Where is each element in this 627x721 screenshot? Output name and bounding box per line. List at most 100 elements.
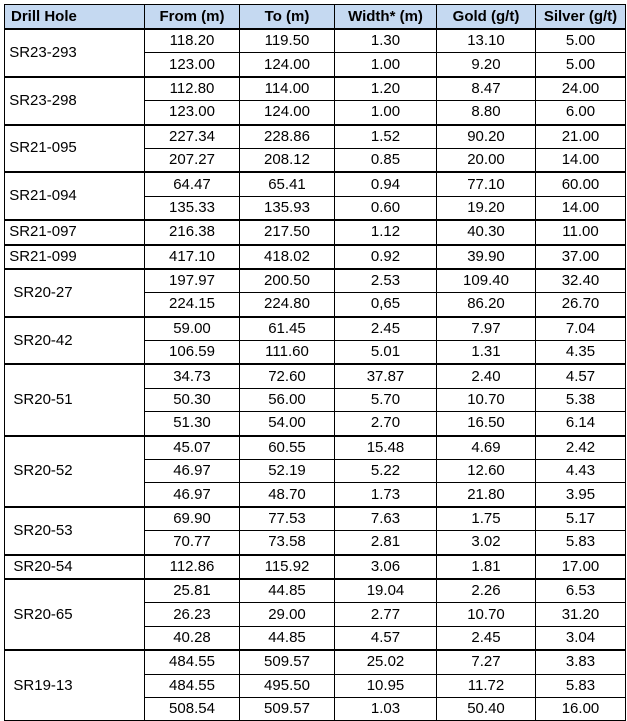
value-cell: 509.57 [239,649,335,675]
data-row: 70.77 73.58 2.81 3.02 5.83 [5,530,626,556]
drill-hole-cell: SR21-094 [4,171,145,221]
value-cell: 0,65 [334,292,437,318]
drill-hole-cell: SR20-51 [4,363,145,437]
drill-hole: SR23-293 [9,43,77,61]
drill-hole: SR19-13 [13,676,73,694]
value-cell: 224.15 [144,292,240,318]
value-cell: 3.95 [535,482,626,508]
value-cell: 2.26 [436,577,536,604]
value-cell: 72.60 [239,363,335,389]
value-cell: 1.00 [334,52,437,78]
value-cell: 59.00 [144,315,240,342]
value-cell: 44.85 [239,577,335,604]
value-cell: 0.60 [334,195,437,221]
value-cell: 3.83 [535,649,626,675]
value-cell: 77.53 [239,505,335,532]
value-cell: 52.19 [239,459,335,484]
value-cell: 50.30 [144,387,240,413]
value-cell: 69.90 [144,505,240,532]
value-cell: 56.00 [239,387,335,413]
value-cell: 5.83 [535,530,626,556]
value-cell: 11.00 [535,219,626,246]
value-cell: 86.20 [436,292,536,318]
value-cell: 5.22 [334,459,437,484]
data-row: SR20-65 25.81 44.85 19.04 2.26 6.53 [4,577,626,651]
data-row: SR20-53 69.90 77.53 7.63 1.75 5.17 [4,505,626,556]
value-cell: 2.70 [334,411,437,437]
drill-hole-cell: SR21-097 [4,219,145,246]
data-row: 123.00 124.00 1.00 8.80 6.00 [5,100,626,126]
value-cell: 70.77 [144,530,240,556]
value-cell: 508.54 [144,696,240,721]
data-row: SR23-293 118.20 119.50 1.30 13.10 5.00 [4,28,626,78]
value-cell: 495.50 [239,673,335,698]
value-cell: 111.60 [239,340,335,365]
header-cell: Silver (g/t) [535,4,626,30]
data-row: 207.27 208.12 0.85 20.00 14.00 [5,147,626,173]
value-cell: 114.00 [239,75,335,102]
value-cell: 54.00 [239,411,335,437]
data-row: 50.30 56.00 5.70 10.70 5.38 [5,387,626,413]
value-cell: 217.50 [239,219,335,246]
value-cell: 1.81 [436,553,536,580]
value-cell: 6.14 [535,411,626,437]
value-cell: 61.45 [239,315,335,342]
drill-hole-cell: SR20-52 [4,434,145,508]
value-cell: 224.80 [239,292,335,318]
data-row: SR20-27 197.97 200.50 2.53 109.40 32.40 [4,267,626,318]
value-cell: 77.10 [436,171,536,197]
value-cell: 51.30 [144,411,240,437]
value-cell: 25.02 [334,649,437,675]
data-row: SR21-095 227.34 228.86 1.52 90.20 21.00 [4,123,626,173]
data-row: SR20-42 59.00 61.45 2.45 7.97 7.04 [4,315,626,365]
value-cell: 115.92 [239,553,335,580]
value-cell: 46.97 [144,482,240,508]
value-cell: 73.58 [239,530,335,556]
value-cell: 0.94 [334,171,437,197]
value-cell: 3.06 [334,553,437,580]
drill-hole-cell: SR20-54 [4,553,145,580]
value-cell: 3.02 [436,530,536,556]
value-cell: 216.38 [144,219,240,246]
value-cell: 39.90 [436,243,536,270]
value-cell: 228.86 [239,123,335,149]
value-cell: 112.86 [144,553,240,580]
value-cell: 200.50 [239,267,335,294]
value-cell: 197.97 [144,267,240,294]
value-cell: 4.35 [535,340,626,365]
drill-hole: SR21-099 [9,247,77,265]
value-cell: 1.73 [334,482,437,508]
value-cell: 14.00 [535,147,626,173]
value-cell: 135.93 [239,195,335,221]
value-cell: 4.57 [535,363,626,389]
value-cell: 1.31 [436,340,536,365]
data-row: SR19-13 484.55 509.57 25.02 7.27 3.83 [4,649,626,721]
value-cell: 12.60 [436,459,536,484]
value-cell: 119.50 [239,28,335,54]
value-cell: 2.40 [436,363,536,389]
value-cell: 109.40 [436,267,536,294]
value-cell: 19.04 [334,577,437,604]
value-cell: 5.17 [535,505,626,532]
value-cell: 40.28 [144,625,240,651]
value-cell: 8.80 [436,100,536,126]
drill-hole-cell: SR20-53 [4,505,145,556]
value-cell: 19.20 [436,195,536,221]
data-row: 46.97 48.70 1.73 21.80 3.95 [5,482,626,508]
data-row: 46.97 52.19 5.22 12.60 4.43 [5,459,626,484]
value-cell: 24.00 [535,75,626,102]
value-cell: 124.00 [239,52,335,78]
value-cell: 0.85 [334,147,437,173]
drill-hole-cell: SR23-293 [4,28,145,78]
header-cell: From (m) [144,4,240,30]
drill-hole: SR20-42 [13,331,73,349]
value-cell: 2.42 [535,434,626,461]
value-cell: 20.00 [436,147,536,173]
value-cell: 10.70 [436,602,536,627]
value-cell: 509.57 [239,696,335,721]
value-cell: 1.12 [334,219,437,246]
value-cell: 37.87 [334,363,437,389]
drill-hole: SR20-51 [13,391,73,409]
value-cell: 417.10 [144,243,240,270]
